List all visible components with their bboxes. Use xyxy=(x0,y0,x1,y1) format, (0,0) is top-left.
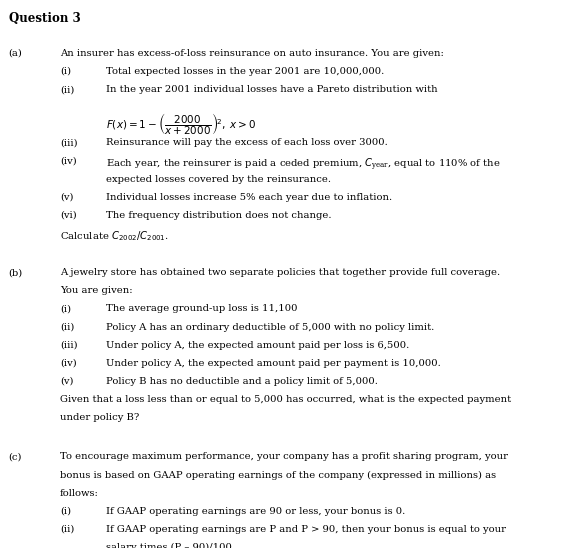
Text: Individual losses increase 5% each year due to inflation.: Individual losses increase 5% each year … xyxy=(106,193,392,202)
Text: Calculate $C_{2002}/C_{2001}$.: Calculate $C_{2002}/C_{2001}$. xyxy=(60,229,169,243)
Text: (ii): (ii) xyxy=(60,323,74,332)
Text: Question 3: Question 3 xyxy=(9,12,81,25)
Text: (v): (v) xyxy=(60,193,74,202)
Text: Under policy A, the expected amount paid per loss is 6,500.: Under policy A, the expected amount paid… xyxy=(106,341,409,350)
Text: bonus is based on GAAP operating earnings of the company (expressed in millions): bonus is based on GAAP operating earning… xyxy=(60,471,496,480)
Text: (vi): (vi) xyxy=(60,211,77,220)
Text: If GAAP operating earnings are 90 or less, your bonus is 0.: If GAAP operating earnings are 90 or les… xyxy=(106,507,405,516)
Text: Reinsurance will pay the excess of each loss over 3000.: Reinsurance will pay the excess of each … xyxy=(106,139,387,147)
Text: (v): (v) xyxy=(60,377,74,386)
Text: follows:: follows: xyxy=(60,489,99,498)
Text: (a): (a) xyxy=(9,49,22,58)
Text: The frequency distribution does not change.: The frequency distribution does not chan… xyxy=(106,211,331,220)
Text: (ii): (ii) xyxy=(60,525,74,534)
Text: Policy B has no deductible and a policy limit of 5,000.: Policy B has no deductible and a policy … xyxy=(106,377,377,386)
Text: (i): (i) xyxy=(60,507,71,516)
Text: (b): (b) xyxy=(9,269,23,277)
Text: If GAAP operating earnings are P and P > 90, then your bonus is equal to your: If GAAP operating earnings are P and P >… xyxy=(106,525,506,534)
Text: To encourage maximum performance, your company has a profit sharing program, you: To encourage maximum performance, your c… xyxy=(60,453,508,461)
Text: Under policy A, the expected amount paid per payment is 10,000.: Under policy A, the expected amount paid… xyxy=(106,359,440,368)
Text: salary times (P – 90)/100.: salary times (P – 90)/100. xyxy=(106,543,235,548)
Text: (i): (i) xyxy=(60,67,71,76)
Text: (c): (c) xyxy=(9,453,22,461)
Text: A jewelry store has obtained two separate policies that together provide full co: A jewelry store has obtained two separat… xyxy=(60,269,500,277)
Text: expected losses covered by the reinsurance.: expected losses covered by the reinsuran… xyxy=(106,175,331,184)
Text: Each year, the reinsurer is paid a ceded premium, $C_{\mathregular{year}}$, equa: Each year, the reinsurer is paid a ceded… xyxy=(106,157,500,173)
Text: Given that a loss less than or equal to 5,000 has occurred, what is the expected: Given that a loss less than or equal to … xyxy=(60,395,511,404)
Text: (iv): (iv) xyxy=(60,157,77,165)
Text: (i): (i) xyxy=(60,305,71,313)
Text: (iii): (iii) xyxy=(60,341,78,350)
Text: (ii): (ii) xyxy=(60,85,74,94)
Text: under policy B?: under policy B? xyxy=(60,413,139,422)
Text: An insurer has excess-of-loss reinsurance on auto insurance. You are given:: An insurer has excess-of-loss reinsuranc… xyxy=(60,49,444,58)
Text: (iii): (iii) xyxy=(60,139,78,147)
Text: Total expected losses in the year 2001 are 10,000,000.: Total expected losses in the year 2001 a… xyxy=(106,67,384,76)
Text: (iv): (iv) xyxy=(60,359,77,368)
Text: Policy A has an ordinary deductible of 5,000 with no policy limit.: Policy A has an ordinary deductible of 5… xyxy=(106,323,434,332)
Text: In the year 2001 individual losses have a Pareto distribution with: In the year 2001 individual losses have … xyxy=(106,85,437,94)
Text: $F(x) = 1 - \left(\dfrac{2000}{x+2000}\right)^{\!2},\; x > 0$: $F(x) = 1 - \left(\dfrac{2000}{x+2000}\r… xyxy=(106,111,256,137)
Text: The average ground-up loss is 11,100: The average ground-up loss is 11,100 xyxy=(106,305,297,313)
Text: You are given:: You are given: xyxy=(60,287,132,295)
